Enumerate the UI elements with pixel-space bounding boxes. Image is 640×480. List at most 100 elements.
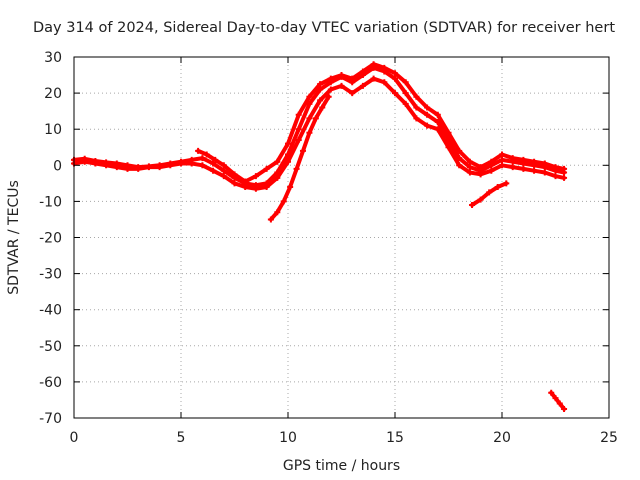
data-point [499, 151, 505, 158]
data-point [199, 155, 206, 162]
data-point [327, 86, 334, 93]
data-point [295, 126, 302, 133]
data-point [319, 104, 326, 111]
y-tick-label: -70 [39, 411, 62, 427]
data-point [263, 183, 270, 190]
y-tick-label: -50 [39, 339, 62, 355]
data-point [531, 158, 538, 165]
data-point [413, 115, 420, 122]
x-tick-label: 15 [386, 430, 404, 446]
series-track-5 [469, 180, 510, 209]
data-point [381, 79, 388, 86]
data-point [370, 61, 377, 68]
data-point [280, 198, 287, 205]
data-point [274, 174, 281, 181]
data-point [509, 155, 516, 162]
y-tick-label: 20 [44, 86, 62, 102]
data-point [231, 171, 238, 178]
data-point [242, 178, 249, 185]
series-line [549, 390, 567, 411]
chart-title: Day 314 of 2024, Sidereal Day-to-day VTE… [33, 20, 615, 36]
data-point [210, 160, 217, 167]
data-point [456, 162, 463, 169]
data-point [210, 167, 217, 174]
grid [74, 57, 609, 418]
x-tick-labels: 0 5 10 15 20 25 [70, 430, 618, 446]
data-point [263, 165, 270, 172]
data-point [456, 147, 463, 154]
data-point [203, 151, 210, 158]
data-point [178, 160, 184, 167]
data-point [124, 165, 131, 172]
data-point [242, 183, 249, 190]
data-point [486, 189, 493, 196]
series-track-4 [267, 93, 332, 223]
y-tick-label: -10 [39, 194, 62, 210]
data-point [299, 147, 306, 154]
data-point [274, 158, 281, 165]
series-layer [71, 61, 568, 412]
data-point [285, 158, 291, 165]
data-point [424, 104, 431, 111]
data-point [541, 160, 548, 167]
data-point [325, 93, 332, 100]
data-point [312, 115, 319, 122]
data-point [338, 72, 345, 79]
data-point [81, 158, 88, 165]
data-point [306, 129, 313, 136]
data-point [317, 97, 324, 104]
data-point [252, 173, 259, 180]
x-tick-label: 25 [600, 430, 618, 446]
data-point [466, 164, 473, 171]
data-point [167, 162, 174, 169]
data-point [402, 100, 409, 107]
data-point [434, 126, 441, 133]
data-point [413, 104, 420, 111]
data-point [285, 140, 291, 147]
data-point [306, 115, 313, 122]
data-point [561, 174, 568, 181]
data-point [541, 169, 548, 176]
data-point [359, 82, 366, 89]
y-axis-title: SDTVAR / TECUs [6, 180, 22, 295]
data-point [424, 111, 431, 118]
data-point [445, 144, 452, 151]
x-axis-title: GPS time / hours [283, 458, 400, 474]
series-track-3 [195, 61, 568, 185]
data-point [92, 160, 99, 167]
data-point [195, 147, 202, 154]
y-tick-label: 0 [53, 158, 62, 174]
data-point [499, 162, 505, 169]
y-tick-label: -60 [39, 375, 62, 391]
data-point [424, 122, 431, 129]
data-point [499, 156, 505, 163]
data-point [295, 111, 302, 118]
data-point [220, 173, 227, 180]
data-point [509, 164, 516, 171]
data-point [349, 90, 356, 97]
data-point [466, 169, 473, 176]
x-tick-label: 20 [493, 430, 511, 446]
x-tick-label: 10 [279, 430, 297, 446]
x-tick-label: 0 [70, 430, 79, 446]
data-point [295, 137, 302, 144]
data-point [548, 389, 555, 396]
data-point [113, 164, 120, 171]
data-point [434, 111, 441, 118]
x-tick-label: 5 [177, 430, 186, 446]
y-tick-label: 10 [44, 122, 62, 138]
data-point [267, 216, 274, 223]
data-point [156, 164, 163, 171]
data-point [477, 171, 484, 178]
data-point [413, 93, 420, 100]
data-point [359, 68, 366, 75]
data-point [349, 75, 356, 82]
data-point [466, 158, 473, 165]
y-tick-labels: 30 20 10 0 -10 -20 -30 -40 -50 -60 -70 [39, 50, 62, 427]
data-point [220, 162, 227, 169]
data-point [199, 162, 206, 169]
data-point [488, 167, 495, 174]
y-tick-label: -30 [39, 267, 62, 283]
data-point [488, 158, 495, 165]
